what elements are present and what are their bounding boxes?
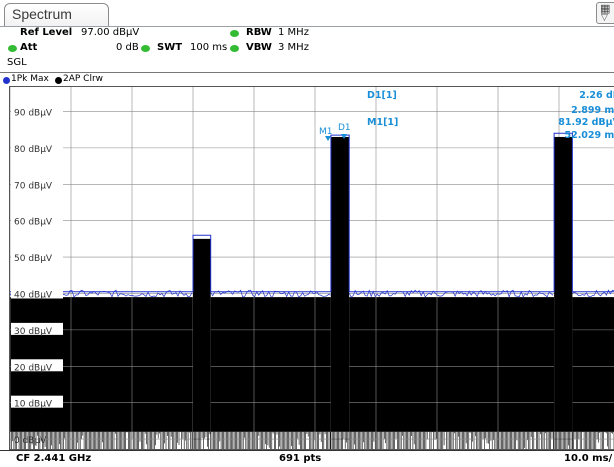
dropdown-icon: ▽ <box>601 13 608 23</box>
burst-fill <box>330 136 350 432</box>
att-value: 0 dB <box>116 42 139 53</box>
vbw-indicator-icon <box>230 45 239 52</box>
y-tick-label: 50 dBµV <box>14 254 53 264</box>
burst-layer <box>9 132 614 450</box>
y-tick-bg <box>11 213 63 226</box>
rbw-indicator-icon <box>230 30 239 37</box>
center-frequency: CF 2.441 GHz <box>16 453 92 464</box>
rbw-label: RBW <box>246 27 272 38</box>
y-tick-label: 90 dBµV <box>14 108 53 118</box>
noise-fill <box>572 297 614 432</box>
sweep-points: 691 pts <box>279 453 322 464</box>
marker-m1-flag: M1 <box>319 127 333 137</box>
ref-level-value: 97.00 dBµV <box>81 27 140 38</box>
burst-spikes <box>330 431 350 450</box>
marker-layer: D1[1] 2.26 dB 2.899 ms M1[1] 81.92 dBµV … <box>319 90 614 141</box>
marker-d1-time: 2.899 ms <box>571 105 614 116</box>
window-menu-button[interactable]: ▦ ▽ <box>596 2 614 24</box>
noise-fill <box>210 297 331 432</box>
tab-spectrum[interactable]: Spectrum <box>4 3 109 26</box>
att-label: Att <box>20 42 38 53</box>
marker-m1-time: 52.029 ms <box>564 130 614 141</box>
plot-frame <box>9 86 614 450</box>
y-tick-layer: 0 dBµV 10 dBµV 20 dBµV 30 dBµV 40 dBµV 50 dBµ… <box>11 104 63 446</box>
y-tick-bg <box>11 286 63 299</box>
trace2-label: 2AP Clrw <box>63 74 104 84</box>
max-hold-noise-edge <box>9 289 614 298</box>
burst-spikes <box>553 431 573 450</box>
marker-m1-label: M1[1] <box>367 117 398 128</box>
y-tick-label: 80 dBµV <box>14 145 53 155</box>
time-per-division: 10.0 ms/ <box>564 453 613 464</box>
tab-bar: Spectrum ▦ ▽ <box>0 0 614 27</box>
spectrum-chart: 0 dBµV 10 dBµV 20 dBµV 30 dBµV 40 dBµV 50 dBµ… <box>0 86 614 450</box>
vbw-label: VBW <box>246 42 272 53</box>
burst-fill <box>193 238 211 432</box>
grid-icon: ▦ <box>600 2 611 15</box>
trace-legend: 1Pk Max 2AP Clrw <box>0 72 614 87</box>
noise-spikes <box>210 431 331 450</box>
vbw-value: 3 MHz <box>278 42 309 53</box>
rbw-value: 1 MHz <box>278 27 309 38</box>
ref-level-label: Ref Level <box>20 27 73 38</box>
marker-d1-level: 2.26 dB <box>579 90 614 101</box>
noise-fill <box>349 297 555 432</box>
trace1-dot-icon <box>3 77 10 84</box>
marker-m1-level: 81.92 dBµV <box>558 117 614 128</box>
marker-m1-triangle <box>325 136 331 141</box>
marker-d1-flag: D1 <box>338 123 351 133</box>
y-tick-label: 30 dBµV <box>14 327 53 337</box>
sweep-mode: SGL <box>7 57 27 68</box>
y-tick-bg <box>11 140 63 153</box>
att-indicator-icon <box>8 45 17 52</box>
y-tick-bg <box>11 250 63 263</box>
noise-floor-layer <box>9 297 614 450</box>
y-tick-label: 70 dBµV <box>14 181 53 191</box>
swt-label: SWT <box>157 42 183 53</box>
y-tick-label: 10 dBµV <box>14 400 53 410</box>
burst-fill <box>554 136 573 432</box>
settings-panel: Ref Level 97.00 dBµV RBW 1 MHz Att 0 dB … <box>0 26 614 72</box>
y-tick-label: 0 dBµV <box>14 436 47 446</box>
swt-value: 100 ms <box>190 42 228 53</box>
y-tick-label: 20 dBµV <box>14 363 53 373</box>
marker-d1-label: D1[1] <box>367 90 397 101</box>
y-tick-label: 60 dBµV <box>14 218 53 228</box>
max-hold-trace <box>10 132 614 293</box>
y-tick-bg <box>11 395 63 408</box>
marker-d1-triangle <box>341 134 347 139</box>
y-tick-label: 40 dBµV <box>14 290 53 300</box>
status-footer: CF 2.441 GHz 691 pts 10.0 ms/ <box>0 450 614 467</box>
trace2-dot-icon <box>55 77 62 84</box>
burst-spikes <box>192 431 211 450</box>
swt-indicator-icon <box>141 45 150 52</box>
y-tick-bg <box>11 322 63 335</box>
y-tick-bg <box>11 104 63 117</box>
y-tick-bg <box>11 177 63 190</box>
tab-spectrum-label: Spectrum <box>12 6 72 22</box>
plot-area: 0 dBµV 10 dBµV 20 dBµV 30 dBµV 40 dBµV 50 dBµ… <box>0 86 614 450</box>
y-tick-bg <box>11 359 63 372</box>
trace1-label: 1Pk Max <box>11 74 49 84</box>
